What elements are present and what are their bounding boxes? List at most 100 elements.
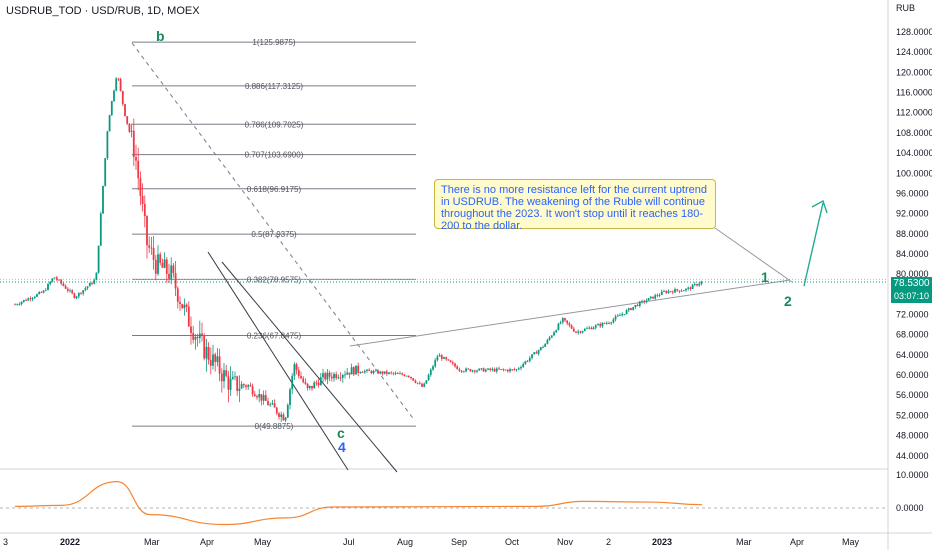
candle-body: [696, 284, 698, 286]
fib-level-label: 0.382(78.9575): [247, 275, 302, 284]
candle-body: [49, 281, 52, 284]
projection-arrow[interactable]: [803, 202, 824, 287]
candle-body: [627, 308, 630, 311]
candle-body: [196, 337, 199, 339]
candle-body: [322, 373, 324, 378]
candle-body: [223, 370, 225, 382]
candle-body: [355, 365, 357, 375]
candle-body: [289, 389, 291, 405]
fib-trend-line[interactable]: [131, 42, 416, 422]
candle-body: [71, 290, 74, 294]
candle-body: [163, 259, 166, 268]
candle-body: [458, 369, 461, 371]
candle-body: [170, 265, 173, 279]
candle-body: [434, 360, 437, 367]
projection-arrow-head: [811, 199, 828, 214]
osc-tick-label: 10.0000: [896, 470, 929, 480]
candle-body: [432, 366, 434, 370]
candle-body: [352, 367, 355, 375]
candle-body: [557, 323, 560, 331]
candle-body: [583, 328, 586, 332]
candle-body: [522, 363, 525, 368]
candle-body: [460, 370, 463, 372]
candle-body: [473, 370, 476, 372]
candle-body: [139, 178, 142, 196]
candle-body: [383, 371, 386, 374]
fib-level-label: 0.236(67.8475): [247, 331, 302, 340]
time-tick-label: Apr: [200, 537, 214, 547]
resistance-trend-line[interactable]: [349, 279, 791, 347]
candle-body: [674, 289, 676, 293]
candle-body: [275, 407, 278, 414]
time-tick-label: 2022: [60, 537, 80, 547]
candle-body: [421, 383, 423, 387]
drawings[interactable]: [131, 42, 793, 473]
candle-body: [91, 283, 93, 284]
candle-body: [480, 368, 483, 370]
candle-body: [361, 371, 364, 373]
candle-body: [42, 290, 45, 293]
price-tick-label: 124.0000: [896, 47, 932, 57]
candle-body: [47, 283, 49, 290]
candle-body: [192, 333, 195, 340]
candle-body: [660, 291, 663, 295]
candle-body: [363, 370, 366, 373]
candle-body: [555, 330, 558, 333]
candle-body: [407, 375, 410, 377]
candles: [14, 76, 703, 423]
candle-body: [427, 374, 430, 381]
candle-body: [548, 337, 551, 340]
time-tick-label: Apr: [790, 537, 804, 547]
candle-body: [29, 298, 32, 300]
candle-body: [273, 403, 276, 408]
candle-body: [682, 290, 685, 292]
candle-body: [366, 369, 368, 371]
candle-body: [634, 305, 637, 308]
annotation-callout[interactable]: There is no more resistance left for the…: [434, 179, 716, 232]
candle-body: [440, 355, 443, 359]
candle-body: [185, 304, 188, 307]
candle-body: [528, 357, 531, 361]
candle-body: [291, 375, 294, 390]
candle-body: [526, 360, 529, 362]
candle-body: [603, 322, 606, 324]
candle-body: [36, 294, 38, 297]
candle-body: [20, 301, 23, 304]
price-tick-label: 52.0000: [896, 410, 929, 420]
candle-body: [588, 327, 591, 329]
candle-body: [454, 363, 456, 367]
candle-body: [203, 336, 206, 359]
candle-body: [652, 296, 654, 299]
candle-body: [194, 337, 197, 340]
channel-upper-line[interactable]: [221, 261, 398, 473]
candle-body: [605, 323, 608, 324]
candle-body: [132, 130, 135, 158]
fib-retracement[interactable]: 1(125.9875) 0.886(117.3125) 0.786(109.7025…: [0, 38, 888, 431]
candle-body: [495, 368, 498, 372]
candle-body: [326, 372, 329, 380]
candle-body: [207, 346, 210, 361]
candle-body: [579, 331, 582, 333]
candle-body: [403, 374, 406, 376]
fib-level-label: 0.786(109.7025): [245, 120, 304, 129]
candle-body: [357, 365, 360, 373]
channel-lower-line[interactable]: [207, 251, 349, 471]
chart-title[interactable]: USDRUB_TOD · USD/RUB, 1D, MOEX: [6, 5, 200, 17]
candle-body: [385, 371, 388, 374]
time-axis[interactable]: 3 2022 Mar Apr May Jul Aug Sep Oct Nov 2 2023 Mar Apr…: [3, 537, 860, 547]
candle-body: [75, 296, 78, 298]
time-tick-label: Nov: [557, 537, 574, 547]
candle-body: [544, 343, 547, 347]
candle-body: [240, 384, 243, 389]
candle-body: [220, 373, 223, 382]
price-tick-label: 128.0000: [896, 27, 932, 37]
candle-body: [645, 300, 648, 303]
candle-body: [484, 369, 487, 372]
candle-body: [225, 370, 228, 377]
candle-body: [77, 292, 80, 297]
price-axis[interactable]: RUB 128.0000 124.0000 120.0000 116.0000 112.0…: [896, 3, 932, 513]
candle-body: [491, 369, 494, 370]
candle-body: [236, 376, 239, 391]
